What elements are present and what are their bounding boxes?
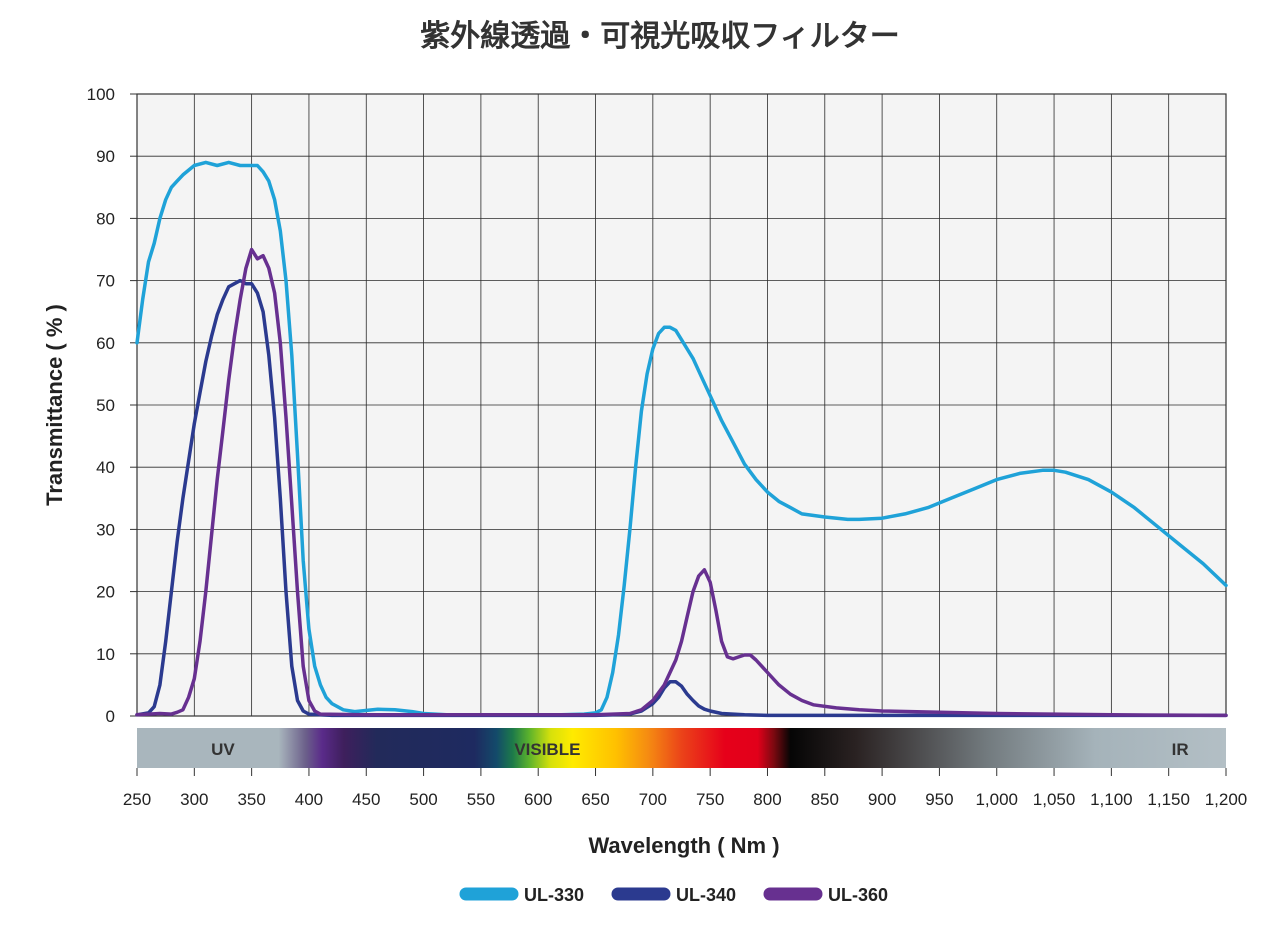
x-tick-label: 600 <box>524 790 552 809</box>
y-tick-label: 100 <box>87 85 115 104</box>
legend-label: UL-360 <box>828 885 888 905</box>
x-tick-label: 1,000 <box>975 790 1018 809</box>
spectrum-band <box>137 728 1226 768</box>
y-tick-label: 80 <box>96 209 115 228</box>
x-tick-label: 450 <box>352 790 380 809</box>
x-tick-label: 650 <box>581 790 609 809</box>
y-tick-label: 60 <box>96 334 115 353</box>
x-tick-label: 1,150 <box>1147 790 1190 809</box>
y-tick-label: 90 <box>96 147 115 166</box>
y-tick-label: 10 <box>96 645 115 664</box>
y-tick-label: 0 <box>106 707 115 726</box>
x-tick-label: 500 <box>409 790 437 809</box>
x-tick-label: 750 <box>696 790 724 809</box>
y-axis-ticks: 0 10 20 30 40 50 60 70 80 90 100 <box>87 85 137 726</box>
x-tick-label: 900 <box>868 790 896 809</box>
spectrum-band-label: IR <box>1172 740 1189 759</box>
series-line-ul-340 <box>135 278 1228 718</box>
y-tick-label: 40 <box>96 458 115 477</box>
x-tick-label: 1,050 <box>1033 790 1076 809</box>
x-tick-label: 1,200 <box>1205 790 1248 809</box>
x-tick-label: 350 <box>237 790 265 809</box>
x-axis-ticks: 250 300 350 400 450 500 550 600 650 700 750 800 850 9… <box>123 768 1247 809</box>
x-tick-label: 400 <box>295 790 323 809</box>
x-tick-label: 300 <box>180 790 208 809</box>
x-tick-label: 850 <box>811 790 839 809</box>
series-line-ul-360 <box>135 247 1228 718</box>
y-axis-label: Transmittance ( % ) <box>42 304 67 506</box>
spectrum-band-label: UV <box>211 740 235 759</box>
x-tick-label: 250 <box>123 790 151 809</box>
legend-label: UL-330 <box>524 885 584 905</box>
series-lines <box>135 160 1228 718</box>
x-tick-label: 1,100 <box>1090 790 1133 809</box>
x-tick-label: 950 <box>925 790 953 809</box>
spectrum-band-label: VISIBLE <box>514 740 580 759</box>
y-tick-label: 20 <box>96 583 115 602</box>
legend: UL-330 UL-340 UL-360 <box>459 885 888 905</box>
series-line-ul-330 <box>135 160 1228 717</box>
spectrum-band-labels: UV VISIBLE IR <box>211 740 1188 759</box>
y-tick-label: 50 <box>96 396 115 415</box>
x-tick-label: 700 <box>639 790 667 809</box>
y-tick-label: 70 <box>96 272 115 291</box>
chart-title: 紫外線透過・可視光吸収フィルター <box>420 19 899 54</box>
legend-label: UL-340 <box>676 885 736 905</box>
x-axis-label: Wavelength ( Nm ) <box>588 833 779 858</box>
y-tick-label: 30 <box>96 520 115 539</box>
x-tick-label: 550 <box>467 790 495 809</box>
x-tick-label: 800 <box>753 790 781 809</box>
